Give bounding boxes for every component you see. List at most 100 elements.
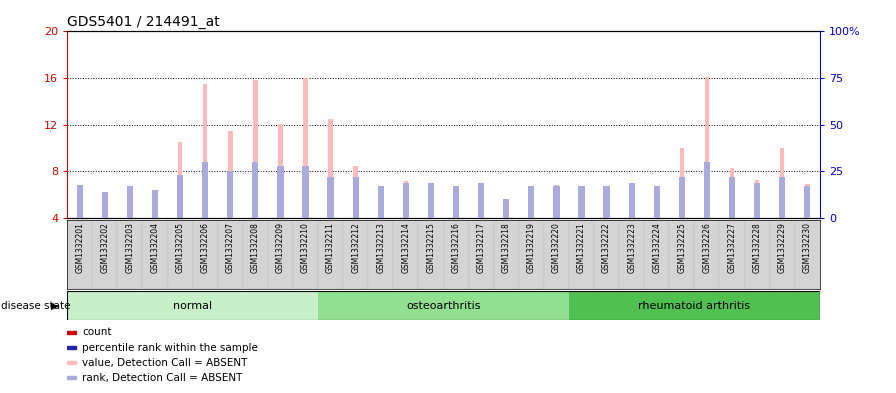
Bar: [444, 220, 469, 289]
Bar: [77, 193, 82, 218]
Bar: [478, 183, 485, 218]
Bar: [117, 220, 142, 289]
Bar: [770, 220, 795, 289]
Text: GSM1332226: GSM1332226: [702, 222, 711, 273]
Bar: [353, 165, 358, 218]
Bar: [193, 220, 218, 289]
Bar: [654, 186, 660, 218]
Bar: [101, 192, 108, 218]
Text: GSM1332227: GSM1332227: [728, 222, 737, 273]
Text: GSM1332204: GSM1332204: [151, 222, 159, 273]
Bar: [780, 148, 785, 218]
Bar: [278, 124, 283, 218]
Bar: [177, 142, 183, 218]
Bar: [67, 220, 92, 289]
Bar: [243, 220, 268, 289]
Bar: [293, 220, 318, 289]
Text: GSM1332219: GSM1332219: [527, 222, 536, 273]
Bar: [202, 162, 208, 218]
Bar: [268, 220, 293, 289]
Bar: [629, 183, 635, 218]
Bar: [278, 166, 283, 218]
Bar: [303, 78, 308, 218]
Text: GDS5401 / 214491_at: GDS5401 / 214491_at: [67, 15, 220, 29]
Bar: [805, 184, 810, 218]
Bar: [478, 212, 484, 218]
Bar: [694, 220, 719, 289]
Bar: [619, 220, 644, 289]
Bar: [177, 175, 184, 218]
Bar: [127, 186, 133, 218]
Bar: [469, 220, 494, 289]
Text: GSM1332217: GSM1332217: [477, 222, 486, 273]
Bar: [654, 193, 659, 218]
Bar: [604, 186, 610, 218]
Text: GSM1332229: GSM1332229: [778, 222, 787, 273]
Text: GSM1332214: GSM1332214: [401, 222, 410, 273]
Text: GSM1332203: GSM1332203: [125, 222, 134, 273]
Bar: [218, 220, 243, 289]
Bar: [67, 362, 76, 364]
Bar: [453, 189, 459, 218]
Bar: [393, 220, 418, 289]
Bar: [704, 162, 711, 218]
Text: GSM1332224: GSM1332224: [652, 222, 661, 273]
Text: GSM1332220: GSM1332220: [552, 222, 561, 273]
Text: GSM1332221: GSM1332221: [577, 222, 586, 273]
Bar: [152, 190, 158, 218]
Bar: [253, 162, 259, 218]
Bar: [403, 183, 409, 218]
Bar: [328, 119, 333, 218]
Bar: [754, 183, 761, 218]
Text: GSM1332208: GSM1332208: [251, 222, 260, 273]
Text: GSM1332222: GSM1332222: [602, 222, 611, 273]
Bar: [569, 220, 594, 289]
Bar: [418, 220, 444, 289]
Bar: [644, 220, 669, 289]
Bar: [368, 220, 393, 289]
Text: ▶: ▶: [51, 301, 58, 310]
Bar: [168, 220, 193, 289]
Text: normal: normal: [173, 301, 212, 310]
Bar: [202, 84, 208, 218]
Text: GSM1332218: GSM1332218: [502, 222, 511, 273]
Bar: [494, 220, 519, 289]
Bar: [554, 186, 560, 218]
Text: GSM1332209: GSM1332209: [276, 222, 285, 273]
Text: GSM1332202: GSM1332202: [100, 222, 109, 273]
Bar: [754, 180, 760, 218]
Text: GSM1332207: GSM1332207: [226, 222, 235, 273]
Bar: [679, 148, 685, 218]
Bar: [318, 291, 569, 320]
Text: rheumatoid arthritis: rheumatoid arthritis: [638, 301, 751, 310]
Bar: [92, 220, 117, 289]
Text: GSM1332201: GSM1332201: [75, 222, 84, 273]
Bar: [544, 220, 569, 289]
Bar: [579, 186, 585, 218]
Bar: [504, 200, 509, 218]
Text: GSM1332206: GSM1332206: [201, 222, 210, 273]
Bar: [67, 291, 318, 320]
Bar: [67, 346, 76, 349]
Text: rank, Detection Call = ABSENT: rank, Detection Call = ABSENT: [82, 373, 242, 383]
Bar: [378, 204, 383, 218]
Text: GSM1332228: GSM1332228: [753, 222, 762, 273]
Text: osteoarthritis: osteoarthritis: [406, 301, 481, 310]
Bar: [579, 191, 584, 218]
Bar: [428, 183, 434, 218]
Bar: [669, 220, 694, 289]
Bar: [594, 220, 619, 289]
Text: GSM1332211: GSM1332211: [326, 222, 335, 273]
Text: GSM1332215: GSM1332215: [426, 222, 435, 273]
Bar: [795, 220, 820, 289]
Bar: [529, 200, 534, 218]
Bar: [328, 177, 334, 218]
Bar: [805, 186, 811, 218]
Text: GSM1332212: GSM1332212: [351, 222, 360, 273]
Text: GSM1332205: GSM1332205: [176, 222, 185, 273]
Bar: [629, 185, 634, 218]
Bar: [529, 186, 535, 218]
Text: GSM1332213: GSM1332213: [376, 222, 385, 273]
Bar: [453, 186, 460, 218]
Bar: [228, 171, 233, 218]
